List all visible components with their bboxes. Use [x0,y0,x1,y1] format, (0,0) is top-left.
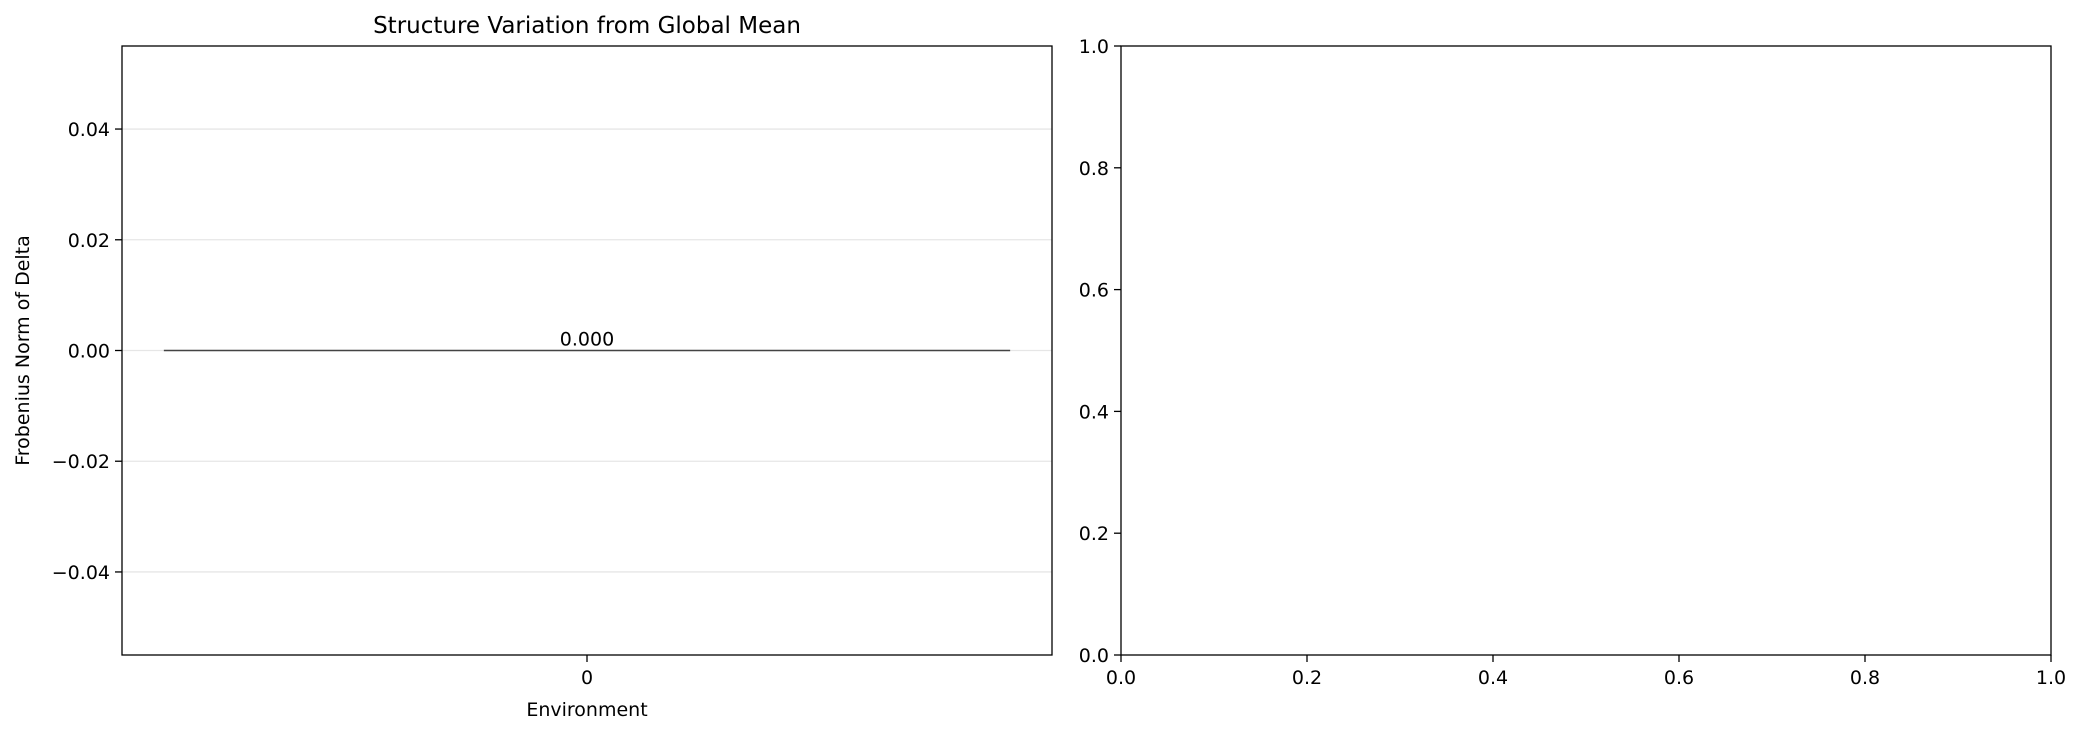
y-tick-label: 0.6 [1079,280,1109,302]
bar-chart-structure-variation: −0.04 −0.02 0.00 0.02 0.04 0 Structure Varia… [12,13,1053,721]
y-tick-label: 0.04 [68,119,110,141]
y-tick-label: 0.8 [1079,158,1109,180]
x-tick-label: 0.4 [1478,667,1508,689]
plot-frame [1120,45,2052,656]
x-tick-label: 0.2 [1292,667,1322,689]
y-tick-label: −0.02 [52,451,110,473]
x-tick-label: 0.6 [1664,667,1694,689]
x-tick-label: 0.0 [1106,667,1136,689]
y-tick-label: −0.04 [52,562,110,584]
y-axis-ticks: 0.0 0.2 0.4 0.6 0.8 1.0 [1079,36,1121,667]
chart-title: Structure Variation from Global Mean [373,13,801,39]
x-tick-label: 1.0 [2036,667,2066,689]
y-tick-label: 0.00 [68,341,110,363]
x-axis-label: Environment [526,699,647,721]
x-tick-label: 0.8 [1850,667,1880,689]
x-axis-ticks: 0 [581,655,593,689]
bar-value-label: 0.000 [560,329,614,351]
y-axis-label: Frobenius Norm of Delta [12,235,34,466]
empty-axes-chart: 0.0 0.2 0.4 0.6 0.8 1.0 0.0 0.2 0.4 0.6 0.8 1.0 [1079,36,2066,689]
x-tick-label: 0 [581,667,593,689]
y-tick-label: 0.4 [1079,401,1109,423]
y-tick-label: 0.02 [68,230,110,252]
data-labels: 0.000 [560,329,614,351]
y-tick-label: 0.0 [1079,645,1109,667]
y-axis-ticks: −0.04 −0.02 0.00 0.02 0.04 [52,119,122,584]
x-axis-ticks: 0.0 0.2 0.4 0.6 0.8 1.0 [1106,655,2066,689]
y-tick-label: 0.2 [1079,523,1109,545]
y-tick-label: 1.0 [1079,36,1109,58]
